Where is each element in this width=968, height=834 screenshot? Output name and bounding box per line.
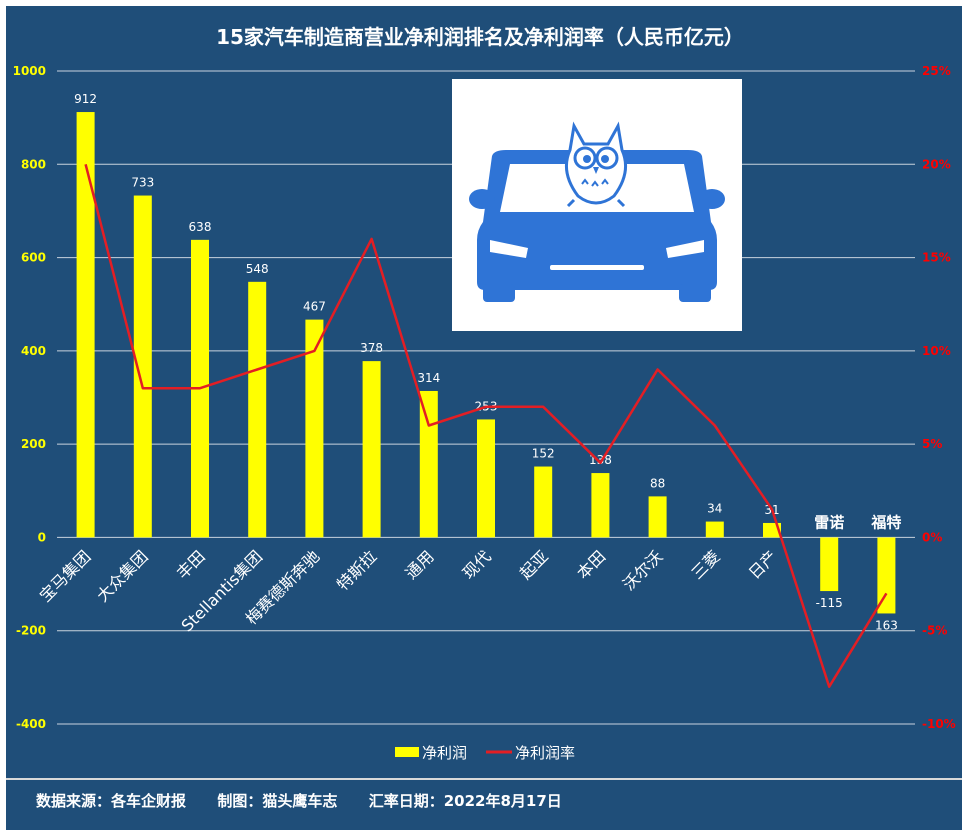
bar (477, 419, 495, 538)
category-label: 特斯拉 (333, 547, 380, 594)
footer-source: 数据来源：各车企财报 (36, 792, 187, 810)
bar-data-label: 548 (246, 262, 269, 276)
legend: 净利润 净利润率 (395, 744, 575, 762)
bar-data-label: 88 (650, 476, 665, 490)
y-right-tick-label: -10% (922, 717, 956, 731)
margin-line-series (84, 163, 888, 688)
category-label: 三菱 (688, 547, 724, 583)
y-left-tick-label: -200 (16, 624, 46, 638)
y-right-tick-label: 15% (922, 251, 951, 265)
bar-data-label: 733 (131, 176, 154, 190)
category-label: 雷诺 (814, 513, 844, 531)
category-label: 通用 (402, 547, 438, 583)
bar (248, 281, 267, 538)
bar-data-label: 467 (303, 300, 326, 314)
category-label: 福特 (870, 513, 901, 531)
bar-data-label: -115 (816, 596, 843, 610)
y-right-tick-label: 5% (922, 437, 942, 451)
bar (305, 319, 324, 538)
y-right-tick-label: 10% (922, 344, 951, 358)
legend-bar-swatch (395, 747, 419, 757)
bar (362, 361, 381, 538)
category-label: 日产 (745, 547, 781, 583)
bar-data-label: 378 (360, 341, 383, 355)
category-label: 沃尔沃 (619, 547, 666, 594)
bar (705, 521, 724, 538)
y-right-tick-label: 25% (922, 64, 951, 78)
y-right-tick-label: 20% (922, 157, 951, 171)
y-left-tick-label: 800 (21, 157, 46, 171)
category-label: 丰田 (173, 547, 209, 583)
bar (591, 473, 610, 538)
y-left-tick-label: 400 (21, 344, 46, 358)
y-right-tick-label: -5% (922, 624, 947, 638)
bar-data-label: 34 (707, 502, 722, 516)
bar-data-label: 912 (74, 92, 97, 106)
footer-text: 数据来源：各车企财报 制图：猫头鹰车志 汇率日期：2022年8月17日 (36, 790, 562, 811)
bar (877, 537, 896, 614)
bar (133, 195, 152, 538)
bar-data-label: 163 (875, 618, 898, 632)
bar (76, 112, 95, 538)
y-axis-right: -10% -5% 0% 5% 10% 15% 20% 25% (922, 64, 956, 731)
bar (648, 496, 667, 538)
bar-data-label: 638 (189, 220, 212, 234)
footer-bar: 数据来源：各车企财报 制图：猫头鹰车志 汇率日期：2022年8月17日 (6, 778, 962, 830)
category-label: 起亚 (516, 547, 552, 583)
y-left-tick-label: -400 (16, 717, 46, 731)
footer-maker: 制图：猫头鹰车志 (217, 792, 338, 810)
margin-line (84, 163, 888, 688)
y-right-tick-label: 0% (922, 530, 942, 544)
category-label: 大众集团 (93, 547, 152, 606)
y-left-tick-label: 200 (21, 437, 46, 451)
category-label: 本田 (573, 547, 609, 583)
bar (534, 466, 553, 538)
category-label: 宝马集团 (36, 547, 95, 606)
bar (419, 390, 438, 538)
y-left-tick-label: 1000 (13, 64, 46, 78)
y-left-tick-label: 0 (38, 530, 46, 544)
bar (820, 537, 839, 592)
bar-series (76, 112, 896, 614)
y-left-tick-label: 600 (21, 251, 46, 265)
legend-label-margin: 净利润率 (515, 744, 575, 762)
category-label: 现代 (459, 547, 495, 583)
bar-data-label: 152 (532, 447, 555, 461)
footer-rate-date: 汇率日期：2022年8月17日 (368, 792, 562, 810)
y-axis-left: -400 -200 0 200 400 600 800 1000 (13, 64, 46, 731)
legend-label-profit: 净利润 (422, 744, 467, 762)
owl-on-car-icon (452, 79, 742, 331)
chart-title: 15家汽车制造商营业净利润排名及净利润率（人民币亿元） (216, 25, 744, 49)
bar-data-label: 314 (417, 371, 440, 385)
